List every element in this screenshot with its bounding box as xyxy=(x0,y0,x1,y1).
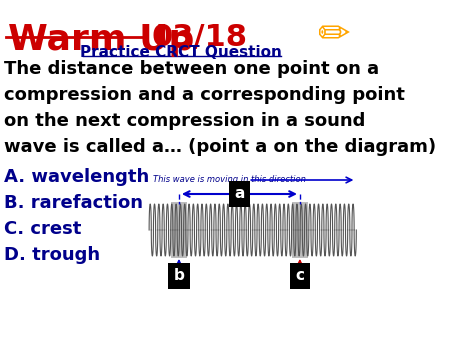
Text: Practice CRCT Question: Practice CRCT Question xyxy=(81,45,282,60)
Text: wave is called a… (point a on the diagram): wave is called a… (point a on the diagra… xyxy=(4,138,436,156)
Text: C. crest: C. crest xyxy=(4,220,81,238)
Text: This wave is moving in this direction: This wave is moving in this direction xyxy=(153,175,306,185)
Bar xyxy=(171,202,187,258)
Text: Warm Up: Warm Up xyxy=(8,23,194,57)
Text: D. trough: D. trough xyxy=(4,246,100,264)
Text: b: b xyxy=(174,268,184,284)
Text: The distance between one point on a: The distance between one point on a xyxy=(4,60,379,78)
Text: c: c xyxy=(295,268,304,284)
Text: ✏️: ✏️ xyxy=(319,16,351,54)
Bar xyxy=(292,202,308,258)
Text: A. wavelength: A. wavelength xyxy=(4,168,149,186)
Text: 03/18: 03/18 xyxy=(152,23,248,52)
Text: compression and a corresponding point: compression and a corresponding point xyxy=(4,86,405,104)
Text: a: a xyxy=(234,187,245,201)
Text: on the next compression in a sound: on the next compression in a sound xyxy=(4,112,365,130)
Text: B. rarefaction: B. rarefaction xyxy=(4,194,143,212)
